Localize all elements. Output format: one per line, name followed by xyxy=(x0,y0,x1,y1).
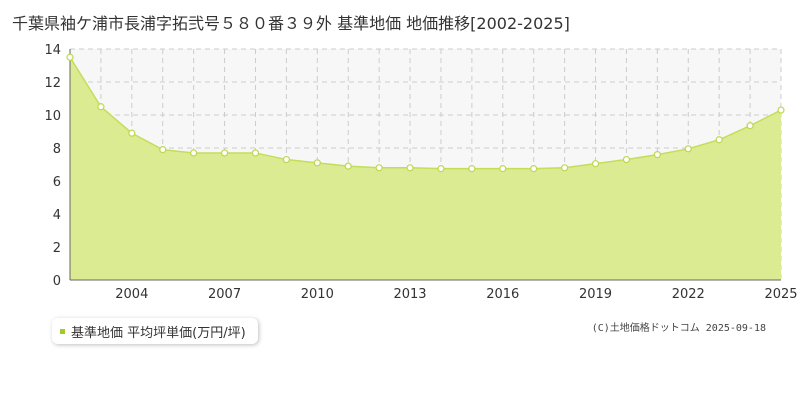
data-point xyxy=(344,162,352,170)
data-point xyxy=(777,106,785,114)
data-point xyxy=(159,146,167,154)
x-tick-label: 2007 xyxy=(208,287,241,302)
legend-swatch xyxy=(60,328,65,334)
legend-label: 基準地価 平均坪単価(万円/坪) xyxy=(71,325,246,341)
y-tick-label: 6 xyxy=(53,175,61,190)
y-tick-label: 4 xyxy=(53,208,61,223)
series-line xyxy=(69,56,782,170)
data-point xyxy=(251,149,260,157)
data-point xyxy=(220,149,229,157)
data-point xyxy=(128,129,136,137)
x-tick-label: 2016 xyxy=(486,287,519,302)
x-tick-label: 2010 xyxy=(301,287,334,302)
plot-area: 0 2 4 6 8 10 12 14 2004 2007 2010 2013 2016 2019 2022 2… xyxy=(44,43,797,302)
data-point xyxy=(406,164,414,172)
data-point xyxy=(468,165,476,173)
chart-title: 千葉県袖ケ浦市長浦字拓弐号５８０番３９外 基準地価 地価推移[2002-2025… xyxy=(12,14,570,33)
y-tick-label: 8 xyxy=(53,142,61,157)
x-tick-label: 2019 xyxy=(579,287,612,302)
credit-text: (C)土地価格ドットコム 2025-09-18 xyxy=(591,323,766,334)
data-point xyxy=(66,53,74,61)
data-point xyxy=(499,165,507,173)
data-point xyxy=(622,155,631,164)
data-point xyxy=(190,149,198,157)
y-tick-label: 0 xyxy=(53,274,61,289)
data-point xyxy=(715,136,723,144)
x-tick-label: 2025 xyxy=(764,287,797,302)
data-point xyxy=(282,155,290,164)
legend: 基準地価 平均坪単価(万円/坪) xyxy=(52,318,258,344)
x-tick-label: 2013 xyxy=(393,287,426,302)
data-point xyxy=(97,103,105,111)
data-point xyxy=(746,122,754,130)
data-point xyxy=(561,164,569,172)
x-tick-label: 2022 xyxy=(672,287,705,302)
y-tick-label: 12 xyxy=(44,76,61,91)
y-tick-label: 14 xyxy=(44,43,61,58)
data-point xyxy=(437,165,445,173)
data-point xyxy=(684,145,692,153)
x-tick-label: 2004 xyxy=(115,287,148,302)
data-point xyxy=(375,164,383,172)
y-tick-label: 10 xyxy=(44,109,61,124)
data-point xyxy=(313,159,321,167)
data-point xyxy=(653,151,661,159)
y-tick-label: 2 xyxy=(53,241,61,256)
data-point xyxy=(530,165,538,173)
data-point xyxy=(591,160,600,168)
